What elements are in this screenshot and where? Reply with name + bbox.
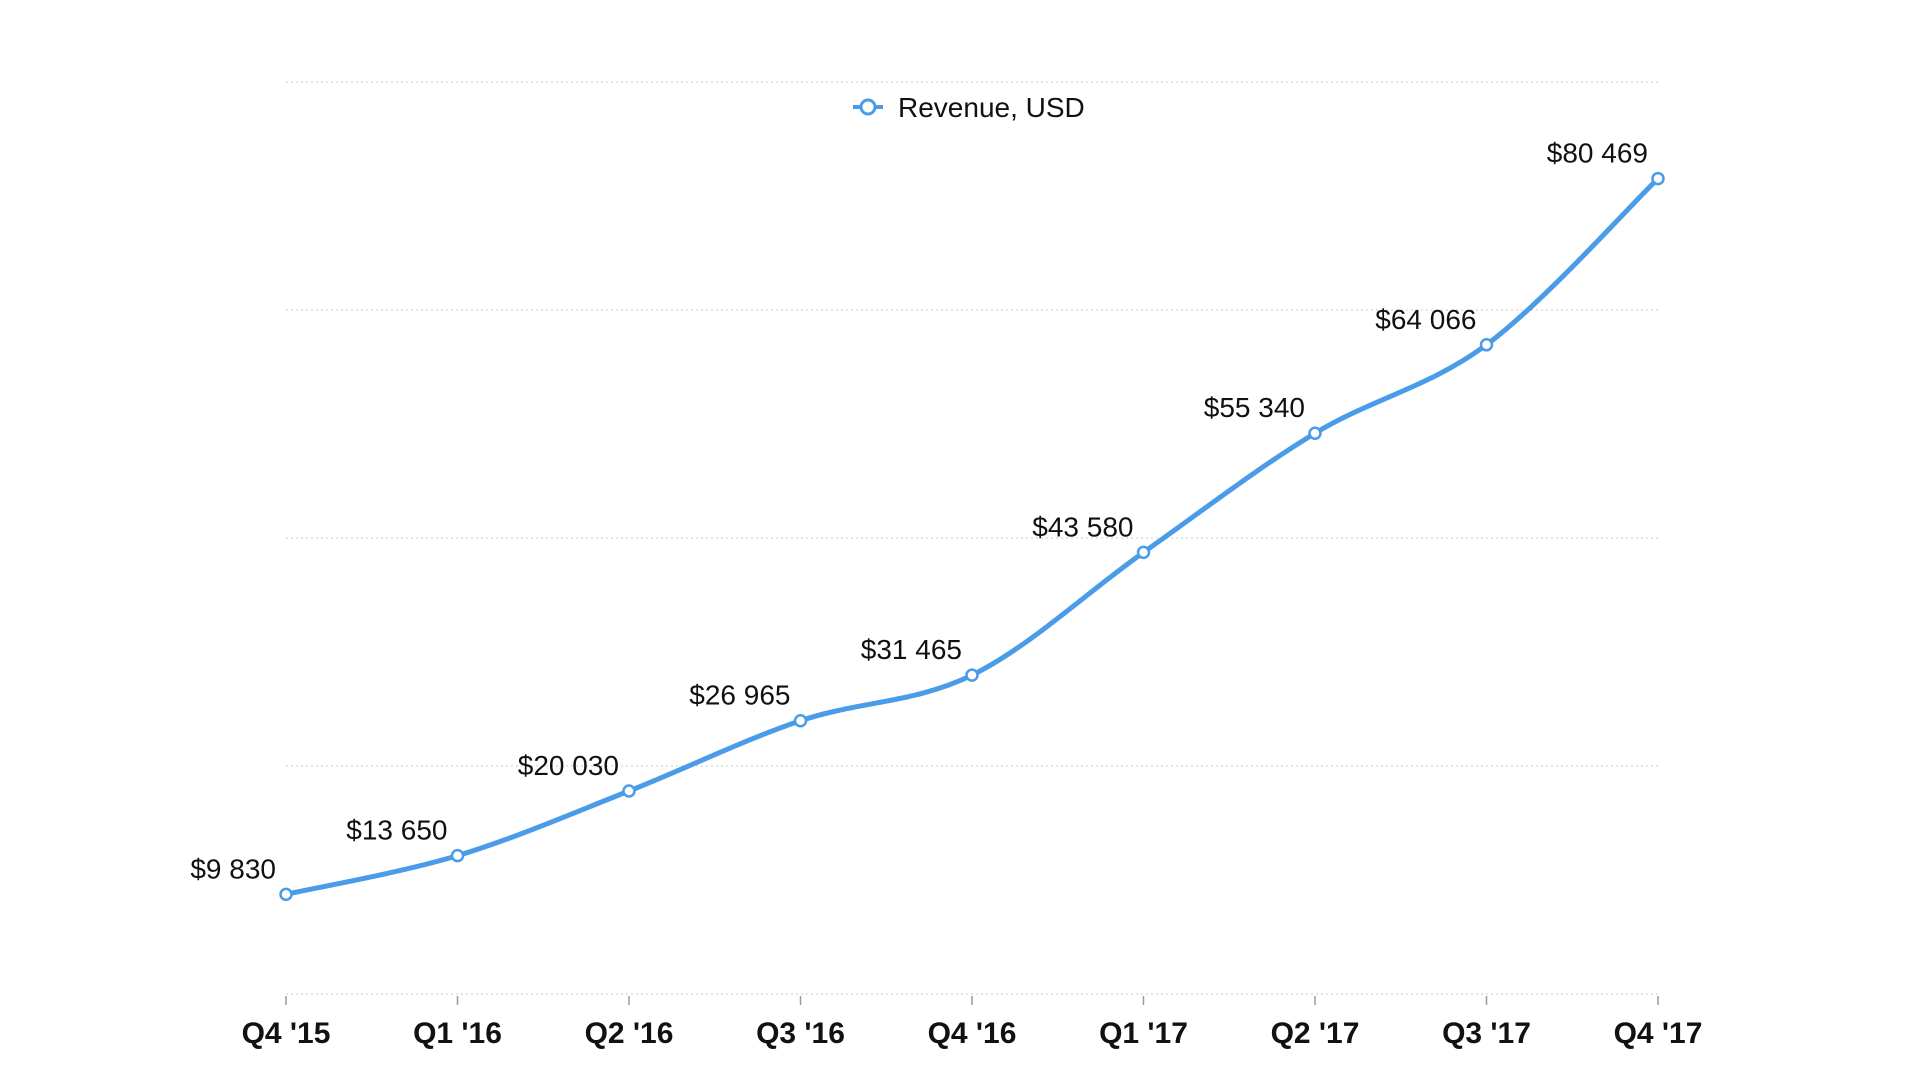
x-tick-label: Q2 '16 [585, 1017, 674, 1050]
data-label: $31 465 [861, 634, 962, 665]
data-label: $26 965 [689, 680, 790, 711]
data-point-marker [793, 713, 808, 728]
data-point-marker [1308, 426, 1322, 440]
x-tick-label: Q4 '16 [928, 1017, 1017, 1050]
data-label: $55 340 [1204, 392, 1305, 423]
data-label: $80 469 [1547, 138, 1648, 169]
legend-label: Revenue, USD [898, 92, 1085, 123]
x-tick-label: Q3 '17 [1442, 1017, 1531, 1050]
x-tick-label: Q2 '17 [1271, 1017, 1360, 1050]
series-layer [279, 171, 1665, 902]
data-label: $20 030 [518, 750, 619, 781]
legend: Revenue, USD [853, 92, 1085, 123]
data-label: $43 580 [1032, 511, 1133, 542]
data-point-marker [1136, 545, 1151, 560]
data-point-marker [450, 848, 465, 863]
revenue-series-line [283, 176, 1661, 897]
data-label: $13 650 [346, 815, 447, 846]
data-labels: $9 830 $13 650 $20 030 $26 965 $31 465 $43 58… [190, 138, 1648, 885]
x-tick-label: Q1 '16 [413, 1017, 502, 1050]
data-label: $9 830 [190, 853, 276, 884]
x-tick-label: Q4 '17 [1614, 1017, 1703, 1050]
data-point-marker [1479, 338, 1494, 352]
gridlines [286, 81, 1658, 995]
x-tick-label: Q3 '16 [756, 1017, 845, 1050]
data-point-marker [965, 668, 979, 682]
data-point-marker [1651, 171, 1665, 186]
x-tick-label: Q1 '17 [1099, 1017, 1188, 1050]
x-tick-label: Q4 '15 [242, 1017, 331, 1050]
data-point-marker [622, 784, 636, 798]
data-point-marker [279, 887, 293, 902]
data-label: $64 066 [1375, 304, 1476, 335]
legend-marker-icon [859, 98, 877, 116]
x-axis: Q4 '15 Q1 '16 Q2 '16 Q3 '16 Q4 '16 Q1 '17 Q2 '… [242, 996, 1703, 1050]
